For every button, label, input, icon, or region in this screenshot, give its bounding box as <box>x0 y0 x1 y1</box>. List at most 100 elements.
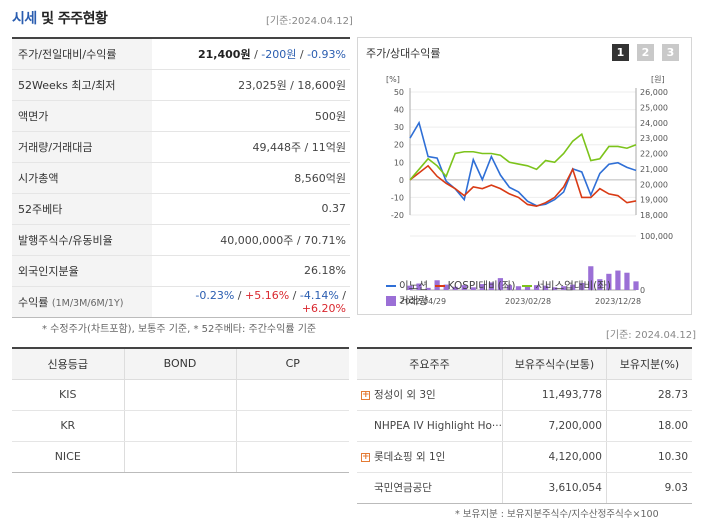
shares-cell: 3,610,054 <box>501 472 607 504</box>
column-header: 신용등급 <box>12 348 124 380</box>
agency-cell: NICE <box>12 441 124 473</box>
row-label: 외국인지분율 <box>12 255 152 287</box>
volume-bar <box>479 284 485 290</box>
pct-cell: 28.73 <box>605 379 692 411</box>
right-tick-label: 21,000 <box>640 165 668 174</box>
bond-cell <box>123 410 236 442</box>
holder-name-cell: NHPEA IV Highlight Ho··· <box>357 410 503 442</box>
returns-value: -0.23% / +5.16% / -4.14% / +6.20% <box>152 286 350 318</box>
shares-cell: 7,200,000 <box>501 410 607 442</box>
pct-cell: 18.00 <box>605 410 692 442</box>
table-header-row: 신용등급 BOND CP <box>12 348 349 380</box>
right-tick-label: 20,000 <box>640 180 668 189</box>
price-chart: [%] [원] 100,000 0 50 40 30 20 10 0 -10 -20 26,00… <box>386 75 673 306</box>
price-value: 21,400원 / -200원 / -0.93% <box>152 38 350 70</box>
table-row: NHPEA IV Highlight Ho··· 7,200,000 18.00 <box>357 410 692 442</box>
volume-tick-label: 100,000 <box>640 232 673 241</box>
right-tick-label: 24,000 <box>640 119 668 128</box>
table-row: 주가/전일대비/수익률 21,400원 / -200원 / -0.93% <box>12 38 350 70</box>
table-row: 시가총액 8,560억원 <box>12 162 350 194</box>
column-header: BOND <box>123 348 236 380</box>
volume-bar <box>416 283 422 290</box>
price-info-table: 주가/전일대비/수익률 21,400원 / -200원 / -0.93% 52W… <box>12 37 350 318</box>
table-row: 거래량/거래대금 49,448주 / 11억원 <box>12 131 350 163</box>
right-tick-label: 23,000 <box>640 134 668 143</box>
section-title: 시세 및 주주현황 <box>12 11 108 27</box>
x-tick-label: 2022/04/29 <box>400 297 446 306</box>
legend-item-service: 서비스업대비(좌) <box>522 280 611 292</box>
legend-item-kospi: KOSPI대비(좌) <box>434 280 516 292</box>
right-tick-label: 19,000 <box>640 196 668 205</box>
row-label: 주가/전일대비/수익률 <box>12 38 152 70</box>
row-label: 시가총액 <box>12 162 152 194</box>
row-value: 23,025원 / 18,600원 <box>152 69 350 101</box>
holder-name-cell: 국민연금공단 <box>357 472 503 504</box>
bond-cell <box>123 441 236 473</box>
expand-plus-icon[interactable]: + <box>361 451 370 462</box>
row-label: 거래량/거래대금 <box>12 131 152 163</box>
holders-reference-date: [기준: 2024.04.12] <box>606 330 697 341</box>
pct-cell: 10.30 <box>605 441 692 473</box>
chart-legend: 이노션 KOSPI대비(좌) 서비스업대비(좌) <box>386 278 611 293</box>
chart-title: 주가/상대수익률 <box>366 47 441 60</box>
left-tick-label: 20 <box>394 141 404 150</box>
table-row: 국민연금공단 3,610,054 9.03 <box>357 472 692 504</box>
table-row: NICE <box>12 441 349 473</box>
cp-cell <box>235 441 349 473</box>
column-header: 보유지분(%) <box>605 348 692 380</box>
agency-cell: KIS <box>12 379 124 411</box>
chart-page-2-button[interactable]: 2 <box>637 44 654 61</box>
table-row: 액면가 500원 <box>12 100 350 132</box>
pct-cell: 9.03 <box>605 472 692 504</box>
row-label: 52Weeks 최고/최저 <box>12 69 152 101</box>
column-header: 보유주식수(보통) <box>501 348 607 380</box>
left-tick-label: 40 <box>394 106 404 115</box>
row-label: 액면가 <box>12 100 152 132</box>
x-tick-label: 2023/12/28 <box>595 297 641 306</box>
chart-page-3-button[interactable]: 3 <box>662 44 679 61</box>
expand-plus-icon[interactable]: + <box>361 389 370 400</box>
holder-name-cell: + 정성이 외 3인 <box>357 379 503 411</box>
chart-page-1-button[interactable]: 1 <box>612 44 629 61</box>
left-tick-label: -20 <box>391 211 404 220</box>
left-axis-unit: [%] <box>386 75 400 84</box>
volume-bar <box>570 284 576 290</box>
volume-bar <box>533 285 540 290</box>
row-value: 0.37 <box>152 193 350 225</box>
volume-bar <box>524 286 531 290</box>
right-axis-unit: [원] <box>651 75 665 84</box>
column-header: CP <box>235 348 349 380</box>
column-header: 주요주주 <box>357 348 503 380</box>
table-header-row: 주요주주 보유주식수(보통) 보유지분(%) <box>357 348 692 380</box>
volume-bar <box>633 281 639 290</box>
table-row: 수익률 (1M/3M/6M/1Y) -0.23% / +5.16% / -4.1… <box>12 286 350 318</box>
volume-tick-label: 0 <box>640 286 645 295</box>
cp-cell <box>235 379 349 411</box>
series-line <box>409 132 637 181</box>
volume-bar <box>579 282 585 290</box>
series-line <box>409 120 637 207</box>
volume-bar <box>552 287 558 290</box>
volume-bar <box>588 266 594 290</box>
volume-bar <box>497 278 504 290</box>
row-value: 26.18% <box>152 255 350 287</box>
table-row: 외국인지분율 26.18% <box>12 255 350 287</box>
left-tick-label: -10 <box>391 193 404 202</box>
series-line <box>409 164 637 208</box>
table-row: KR <box>12 410 349 442</box>
credit-rating-table: 신용등급 BOND CP KIS KR NICE <box>12 347 349 473</box>
right-tick-label: 18,000 <box>640 211 668 220</box>
table-row: 발행주식수/유동비율 40,000,000주 / 70.71% <box>12 224 350 256</box>
volume-bar <box>461 285 467 290</box>
row-label: 52주베타 <box>12 193 152 225</box>
shares-cell: 11,493,778 <box>501 379 607 411</box>
volume-bar <box>488 282 494 290</box>
left-tick-label: 30 <box>394 123 404 132</box>
chart-panel: 주가/상대수익률 1 2 3 [%] [원] 100,000 0 50 40 30 2… <box>357 37 692 315</box>
row-label: 수익률 (1M/3M/6M/1Y) <box>12 286 152 318</box>
table-row: KIS <box>12 379 349 411</box>
holder-name-cell: + 롯데쇼핑 외 1인 <box>357 441 503 473</box>
reference-date: [기준:2024.04.12] <box>266 16 353 27</box>
right-tick-label: 25,000 <box>640 103 668 112</box>
volume-bar <box>542 285 549 290</box>
